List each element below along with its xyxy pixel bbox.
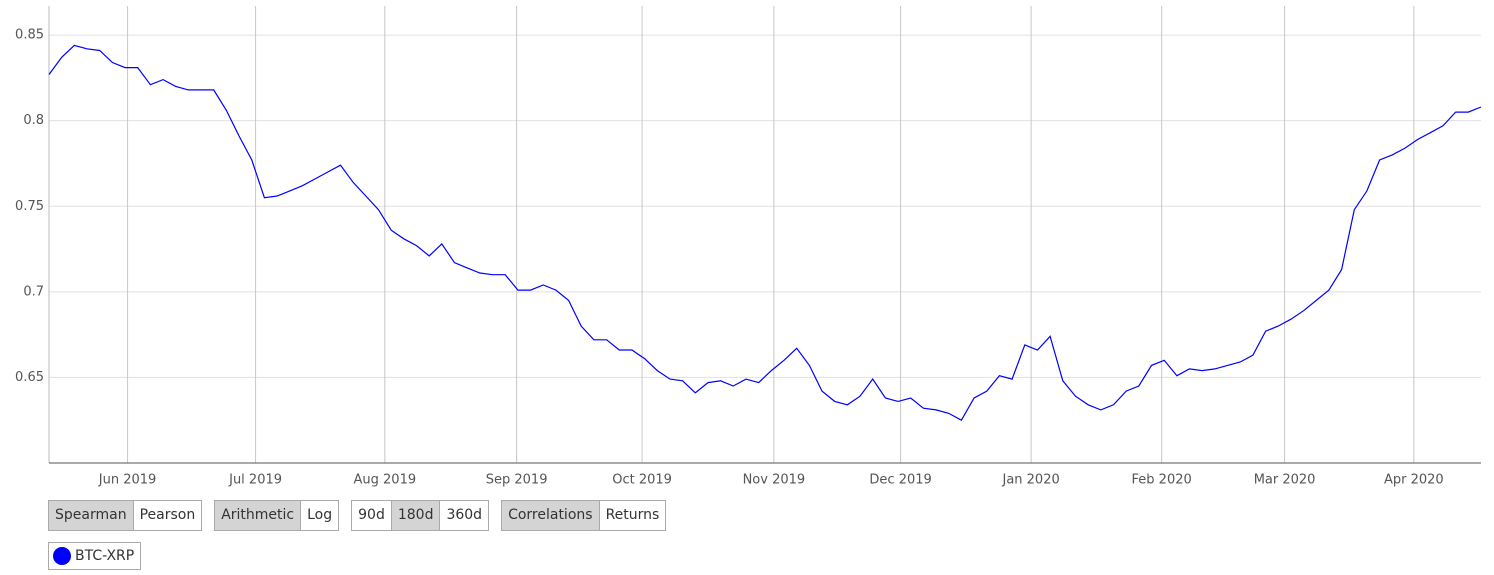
x-tick-label: Feb 2020 [1132,473,1192,488]
button-group: Correlations Returns [501,500,667,531]
button-group: 90d 180d 360d [351,500,490,531]
legend-item[interactable]: BTC-XRP [48,542,142,570]
toggle-button[interactable]: Log [301,501,339,530]
x-tick-label: Nov 2019 [743,473,806,488]
toggle-button[interactable]: Spearman [49,501,134,530]
legend-swatch [53,547,71,565]
x-tick-label: Jun 2019 [98,473,157,488]
line-series [48,44,1482,422]
x-tick-label: Oct 2019 [612,473,672,488]
x-tick-label: Jul 2019 [228,473,282,488]
toggle-button[interactable]: 90d [352,501,392,530]
toggle-button[interactable]: Arithmetic [215,501,302,530]
x-tick-label: Aug 2019 [354,473,417,488]
toggle-button[interactable]: Returns [599,501,666,530]
y-tick-label: 0.85 [15,28,44,43]
x-tick-label: Dec 2019 [869,473,931,488]
toggle-button[interactable]: Pearson [133,501,202,530]
x-tick-label: Apr 2020 [1384,473,1444,488]
x-tick-label: Jan 2020 [1001,473,1059,488]
x-tick-label: Mar 2020 [1254,473,1316,488]
y-tick-label: 0.8 [23,113,44,128]
controls: Spearman Pearson Arithmetic Log 90d 180d 360d C… [48,500,667,531]
x-tick-label: Sep 2019 [486,473,548,488]
toggle-button[interactable]: 360d [440,501,489,530]
y-tick-label: 0.75 [15,199,44,214]
toggle-button[interactable]: 180d [391,501,441,530]
button-group: Spearman Pearson [48,500,203,531]
chart: 0.65 0.7 0.75 0.8 0.85 Jun 2019 Jul 2019 Aug 20… [15,6,1482,488]
y-tick-label: 0.7 [23,284,44,299]
toggle-button[interactable]: Correlations [502,501,600,530]
y-tick-label: 0.65 [15,370,44,385]
legend-label: BTC-XRP [75,548,135,564]
button-group: Arithmetic Log [214,500,340,531]
